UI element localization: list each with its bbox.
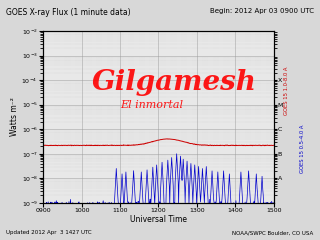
Text: El inmortal: El inmortal (120, 100, 183, 110)
Text: GOES 15 0.5-4.0 A: GOES 15 0.5-4.0 A (300, 125, 305, 173)
Text: GOES 15 1.0-8.0 A: GOES 15 1.0-8.0 A (284, 67, 289, 115)
X-axis label: Universal Time: Universal Time (130, 215, 187, 224)
Text: Updated 2012 Apr  3 1427 UTC: Updated 2012 Apr 3 1427 UTC (6, 230, 92, 235)
Text: NOAA/SWPC Boulder, CO USA: NOAA/SWPC Boulder, CO USA (232, 230, 314, 235)
Text: Gilgamesh: Gilgamesh (92, 69, 257, 96)
Text: Begin: 2012 Apr 03 0900 UTC: Begin: 2012 Apr 03 0900 UTC (210, 8, 314, 14)
Y-axis label: Watts m⁻²: Watts m⁻² (10, 98, 19, 136)
Text: GOES X-ray Flux (1 minute data): GOES X-ray Flux (1 minute data) (6, 8, 131, 18)
